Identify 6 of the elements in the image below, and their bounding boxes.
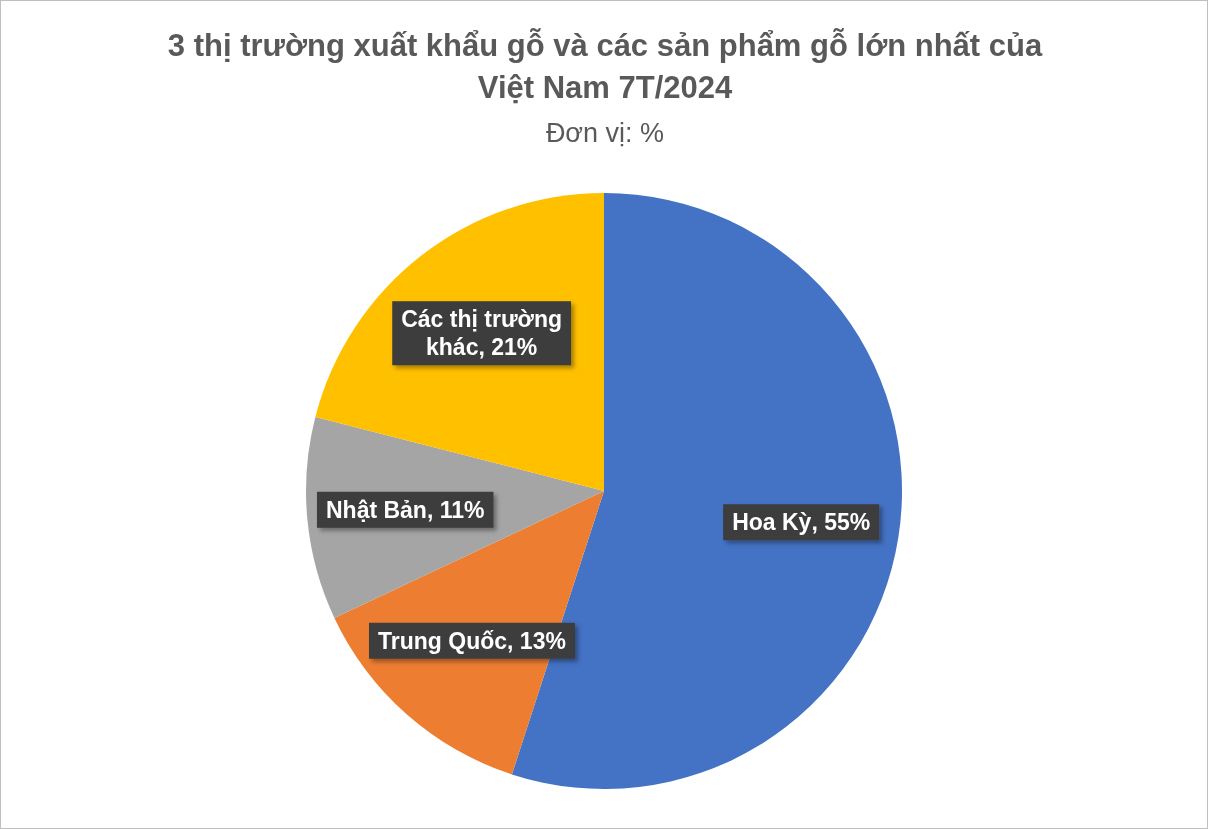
slice-label: Hoa Kỳ, 55% <box>732 509 871 536</box>
slice-label: Trung Quốc, 13% <box>378 627 566 654</box>
slice-label: Nhật Bản, 11% <box>325 496 485 523</box>
chart-subtitle: Đơn vị: % <box>544 117 666 150</box>
chart-title: 3 thị trường xuất khẩu gỗ và các sản phẩm gỗ lớn nhất của Việt Nam 7T/2024 <box>166 27 1044 107</box>
slice-label: Các thị trường khác, 21% <box>401 306 563 361</box>
